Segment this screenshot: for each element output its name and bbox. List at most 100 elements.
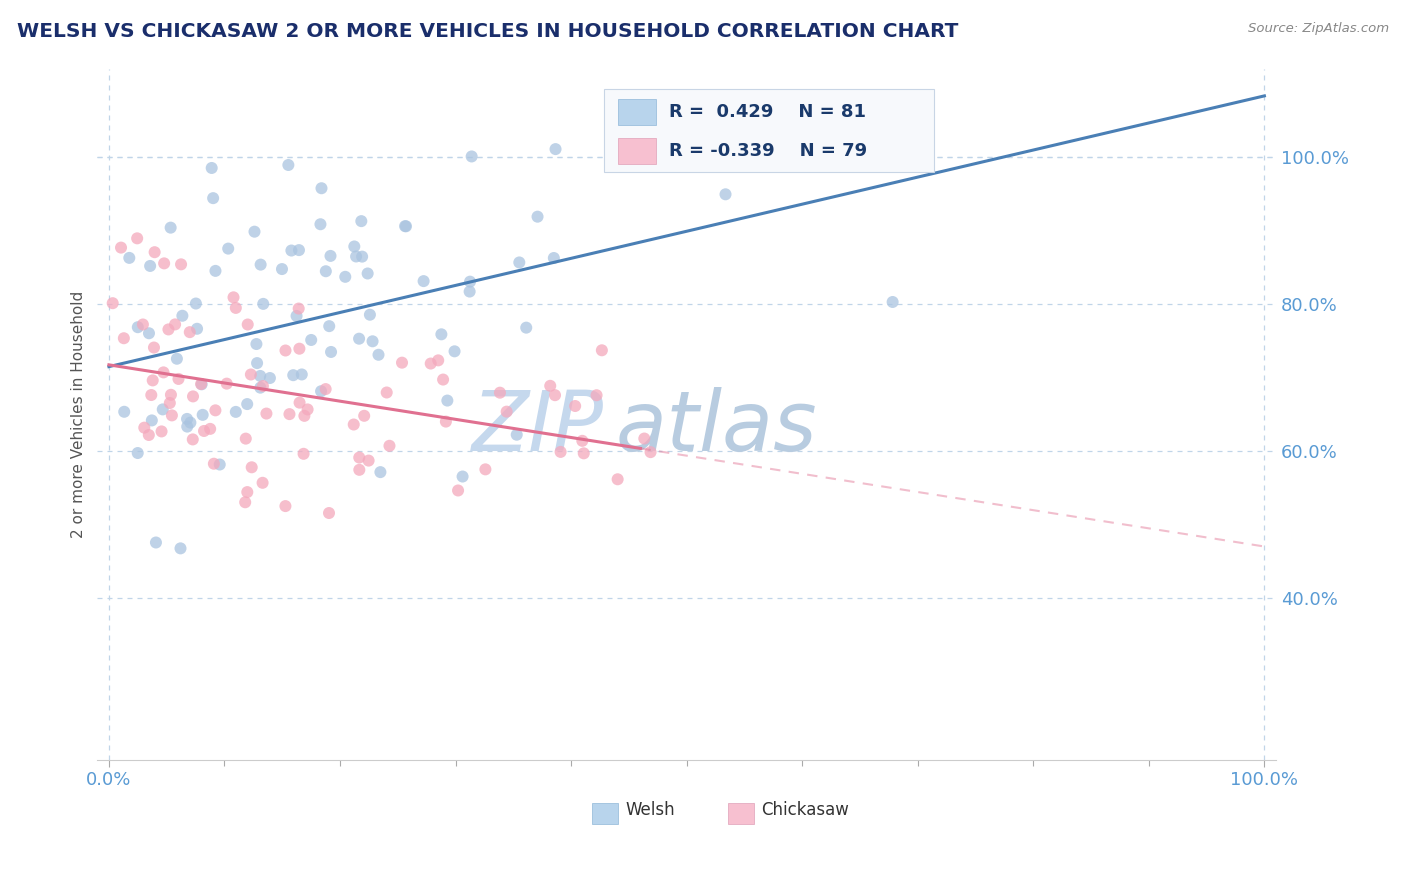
Point bbox=[550, 445, 572, 459]
Point bbox=[179, 416, 201, 430]
Point bbox=[451, 469, 474, 483]
Point bbox=[235, 432, 257, 446]
Point bbox=[271, 262, 294, 277]
Point bbox=[176, 419, 198, 434]
Point bbox=[391, 356, 413, 370]
Point bbox=[127, 446, 149, 460]
Point bbox=[343, 239, 366, 253]
Point bbox=[127, 231, 149, 245]
Point bbox=[252, 297, 274, 311]
Point bbox=[564, 399, 586, 413]
Point bbox=[169, 541, 191, 556]
Point bbox=[204, 403, 226, 417]
Point bbox=[202, 191, 225, 205]
Point bbox=[170, 257, 193, 271]
Point bbox=[395, 219, 418, 234]
Point bbox=[198, 422, 221, 436]
Point bbox=[225, 301, 247, 315]
Point bbox=[239, 368, 262, 382]
Point bbox=[349, 450, 371, 465]
FancyBboxPatch shape bbox=[619, 137, 657, 164]
Point bbox=[572, 446, 595, 460]
FancyBboxPatch shape bbox=[592, 803, 619, 824]
Point bbox=[436, 393, 458, 408]
Point bbox=[249, 368, 271, 383]
Point bbox=[297, 402, 319, 417]
Point bbox=[160, 388, 183, 402]
Point bbox=[506, 427, 529, 442]
Point bbox=[515, 320, 537, 334]
Point bbox=[447, 483, 470, 498]
Point bbox=[138, 326, 160, 341]
Point bbox=[633, 432, 655, 446]
Point bbox=[246, 356, 269, 370]
Y-axis label: 2 or more Vehicles in Household: 2 or more Vehicles in Household bbox=[72, 291, 86, 538]
Point bbox=[118, 251, 141, 265]
Point bbox=[274, 499, 297, 513]
Point bbox=[190, 377, 212, 392]
Point bbox=[285, 309, 308, 323]
Text: ZIP: ZIP bbox=[472, 387, 605, 468]
Point bbox=[349, 463, 371, 477]
Point bbox=[166, 351, 188, 366]
Point bbox=[356, 267, 378, 281]
Point bbox=[134, 420, 156, 434]
Point bbox=[288, 342, 311, 356]
Point bbox=[292, 447, 315, 461]
Point bbox=[127, 320, 149, 334]
Point bbox=[201, 161, 224, 175]
Point bbox=[318, 319, 340, 334]
Point bbox=[714, 187, 737, 202]
Point bbox=[606, 472, 628, 486]
Point bbox=[309, 217, 332, 231]
Point bbox=[110, 241, 132, 255]
Point bbox=[288, 395, 311, 409]
Point bbox=[236, 318, 259, 332]
Point bbox=[538, 379, 561, 393]
Point bbox=[458, 275, 481, 289]
Text: Source: ZipAtlas.com: Source: ZipAtlas.com bbox=[1249, 22, 1389, 36]
Point bbox=[243, 225, 266, 239]
Point bbox=[361, 334, 384, 349]
Point bbox=[309, 384, 332, 399]
Point bbox=[292, 409, 315, 423]
Point bbox=[181, 389, 204, 403]
Point bbox=[288, 243, 311, 257]
Point bbox=[249, 258, 271, 272]
Point bbox=[427, 353, 450, 368]
Point bbox=[259, 371, 281, 385]
Point bbox=[245, 337, 267, 351]
Point bbox=[165, 318, 187, 332]
Point bbox=[181, 433, 204, 447]
Point bbox=[311, 181, 333, 195]
Point bbox=[343, 417, 366, 432]
Point bbox=[432, 373, 454, 387]
Point bbox=[142, 373, 165, 387]
Point bbox=[186, 322, 208, 336]
Point bbox=[233, 495, 256, 509]
Point bbox=[190, 377, 212, 392]
Point bbox=[335, 269, 357, 284]
Point bbox=[280, 244, 302, 258]
Point bbox=[352, 250, 374, 264]
Point bbox=[141, 388, 163, 402]
Point bbox=[217, 242, 239, 256]
Point bbox=[914, 120, 936, 135]
Point bbox=[278, 407, 301, 421]
Point bbox=[495, 404, 517, 418]
Point bbox=[184, 296, 207, 310]
FancyBboxPatch shape bbox=[605, 89, 934, 172]
Point bbox=[167, 372, 190, 386]
Point bbox=[585, 388, 607, 402]
Point bbox=[193, 424, 215, 438]
Point bbox=[353, 409, 375, 423]
Point bbox=[474, 462, 496, 476]
Point bbox=[591, 343, 613, 358]
Point bbox=[434, 415, 457, 429]
Point bbox=[419, 357, 441, 371]
Point bbox=[222, 290, 245, 304]
Point bbox=[359, 308, 381, 322]
Point bbox=[344, 250, 367, 264]
Point bbox=[152, 402, 174, 417]
Point bbox=[138, 428, 160, 442]
